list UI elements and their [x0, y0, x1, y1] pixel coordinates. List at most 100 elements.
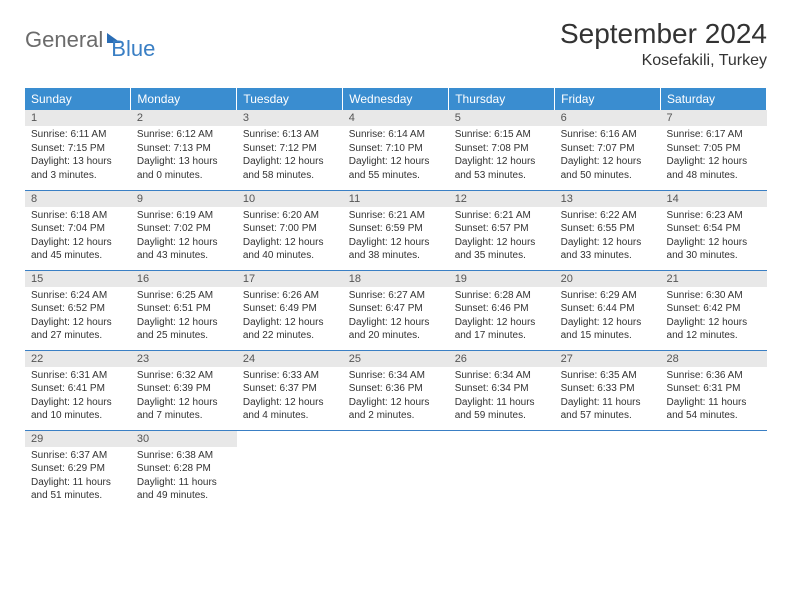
day-details: Sunrise: 6:36 AMSunset: 6:31 PMDaylight:…	[667, 369, 761, 423]
detail-line: Sunset: 6:29 PM	[31, 462, 125, 476]
detail-line: Sunset: 6:52 PM	[31, 302, 125, 316]
calendar-cell	[555, 430, 661, 510]
detail-line: and 12 minutes.	[667, 329, 761, 343]
detail-line: and 33 minutes.	[561, 249, 655, 263]
detail-line: Sunrise: 6:34 AM	[455, 369, 549, 383]
detail-line: Daylight: 12 hours	[243, 396, 337, 410]
calendar-row: 22Sunrise: 6:31 AMSunset: 6:41 PMDayligh…	[25, 350, 767, 430]
detail-line: Sunrise: 6:33 AM	[243, 369, 337, 383]
detail-line: Daylight: 12 hours	[137, 236, 231, 250]
brand-part2: Blue	[111, 36, 155, 62]
day-details: Sunrise: 6:30 AMSunset: 6:42 PMDaylight:…	[667, 289, 761, 343]
day-details: Sunrise: 6:35 AMSunset: 6:33 PMDaylight:…	[561, 369, 655, 423]
detail-line: and 54 minutes.	[667, 409, 761, 423]
detail-line: Daylight: 12 hours	[667, 236, 761, 250]
detail-line: and 30 minutes.	[667, 249, 761, 263]
day-details: Sunrise: 6:14 AMSunset: 7:10 PMDaylight:…	[349, 128, 443, 182]
detail-line: Sunset: 6:57 PM	[455, 222, 549, 236]
detail-line: Sunrise: 6:31 AM	[31, 369, 125, 383]
detail-line: Daylight: 12 hours	[349, 155, 443, 169]
detail-line: Daylight: 12 hours	[455, 155, 549, 169]
calendar-row: 8 Sunrise: 6:18 AMSunset: 7:04 PMDaylight…	[25, 190, 767, 270]
detail-line: Daylight: 12 hours	[243, 236, 337, 250]
detail-line: Daylight: 12 hours	[349, 236, 443, 250]
detail-line: Sunrise: 6:32 AM	[137, 369, 231, 383]
day-details: Sunrise: 6:12 AMSunset: 7:13 PMDaylight:…	[137, 128, 231, 182]
detail-line: Daylight: 12 hours	[137, 396, 231, 410]
detail-line: Sunrise: 6:18 AM	[31, 209, 125, 223]
detail-line: Sunset: 7:05 PM	[667, 142, 761, 156]
detail-line: and 53 minutes.	[455, 169, 549, 183]
detail-line: Sunset: 7:12 PM	[243, 142, 337, 156]
detail-line: and 38 minutes.	[349, 249, 443, 263]
day-number: 9	[131, 191, 237, 207]
detail-line: Daylight: 11 hours	[137, 476, 231, 490]
day-number: 25	[343, 351, 449, 367]
calendar-cell	[237, 430, 343, 510]
detail-line: and 10 minutes.	[31, 409, 125, 423]
day-number: 28	[661, 351, 767, 367]
calendar-row: 29 Sunrise: 6:37 AMSunset: 6:29 PMDayligh…	[25, 430, 767, 510]
detail-line: Daylight: 12 hours	[667, 155, 761, 169]
brand-logo: General Blue	[25, 18, 155, 62]
day-number: 7	[661, 110, 767, 126]
calendar-cell: 18Sunrise: 6:27 AMSunset: 6:47 PMDayligh…	[343, 270, 449, 350]
calendar-cell: 1Sunrise: 6:11 AMSunset: 7:15 PMDaylight…	[25, 110, 131, 190]
title-block: September 2024 Kosefakili, Turkey	[560, 18, 767, 70]
detail-line: Sunrise: 6:22 AM	[561, 209, 655, 223]
detail-line: Sunset: 7:07 PM	[561, 142, 655, 156]
calendar-cell: 23Sunrise: 6:32 AMSunset: 6:39 PMDayligh…	[131, 350, 237, 430]
weekday-header: Monday	[131, 88, 237, 110]
calendar-cell: 2Sunrise: 6:12 AMSunset: 7:13 PMDaylight…	[131, 110, 237, 190]
detail-line: Sunrise: 6:15 AM	[455, 128, 549, 142]
detail-line: and 43 minutes.	[137, 249, 231, 263]
calendar-cell: 4 Sunrise: 6:14 AMSunset: 7:10 PMDaylight…	[343, 110, 449, 190]
detail-line: Sunrise: 6:25 AM	[137, 289, 231, 303]
day-number: 26	[449, 351, 555, 367]
header: General Blue September 2024 Kosefakili, …	[25, 18, 767, 70]
detail-line: Sunset: 6:47 PM	[349, 302, 443, 316]
calendar-cell: 8 Sunrise: 6:18 AMSunset: 7:04 PMDaylight…	[25, 190, 131, 270]
day-details: Sunrise: 6:18 AMSunset: 7:04 PMDaylight:…	[31, 209, 125, 263]
day-details: Sunrise: 6:33 AMSunset: 6:37 PMDaylight:…	[243, 369, 337, 423]
day-details: Sunrise: 6:34 AMSunset: 6:34 PMDaylight:…	[455, 369, 549, 423]
detail-line: Sunset: 6:49 PM	[243, 302, 337, 316]
day-number: 13	[555, 191, 661, 207]
detail-line: Sunrise: 6:30 AM	[667, 289, 761, 303]
day-number: 5	[449, 110, 555, 126]
calendar-cell: 7Sunrise: 6:17 AMSunset: 7:05 PMDaylight…	[661, 110, 767, 190]
detail-line: Daylight: 12 hours	[667, 316, 761, 330]
detail-line: Sunrise: 6:16 AM	[561, 128, 655, 142]
day-number: 4	[343, 110, 449, 126]
detail-line: and 17 minutes.	[455, 329, 549, 343]
weekday-row: SundayMondayTuesdayWednesdayThursdayFrid…	[25, 88, 767, 110]
detail-line: and 40 minutes.	[243, 249, 337, 263]
detail-line: and 22 minutes.	[243, 329, 337, 343]
detail-line: Sunrise: 6:27 AM	[349, 289, 443, 303]
day-details: Sunrise: 6:37 AMSunset: 6:29 PMDaylight:…	[31, 449, 125, 503]
detail-line: Daylight: 12 hours	[137, 316, 231, 330]
day-number: 8	[25, 191, 131, 207]
calendar-cell: 26 Sunrise: 6:34 AMSunset: 6:34 PMDayligh…	[449, 350, 555, 430]
detail-line: and 0 minutes.	[137, 169, 231, 183]
detail-line: Sunrise: 6:29 AM	[561, 289, 655, 303]
calendar-body: 1Sunrise: 6:11 AMSunset: 7:15 PMDaylight…	[25, 110, 767, 510]
day-details: Sunrise: 6:11 AMSunset: 7:15 PMDaylight:…	[31, 128, 125, 182]
day-number: 18	[343, 271, 449, 287]
detail-line: Daylight: 13 hours	[137, 155, 231, 169]
day-details: Sunrise: 6:28 AMSunset: 6:46 PMDaylight:…	[455, 289, 549, 343]
detail-line: and 57 minutes.	[561, 409, 655, 423]
day-details: Sunrise: 6:20 AMSunset: 7:00 PMDaylight:…	[243, 209, 337, 263]
day-number: 16	[131, 271, 237, 287]
detail-line: and 25 minutes.	[137, 329, 231, 343]
calendar-cell: 22Sunrise: 6:31 AMSunset: 6:41 PMDayligh…	[25, 350, 131, 430]
calendar-cell: 15Sunrise: 6:24 AMSunset: 6:52 PMDayligh…	[25, 270, 131, 350]
day-number: 17	[237, 271, 343, 287]
calendar-cell: 10Sunrise: 6:20 AMSunset: 7:00 PMDayligh…	[237, 190, 343, 270]
day-details: Sunrise: 6:38 AMSunset: 6:28 PMDaylight:…	[137, 449, 231, 503]
day-number: 29	[25, 431, 131, 447]
day-number: 19	[449, 271, 555, 287]
detail-line: Daylight: 12 hours	[349, 396, 443, 410]
day-number: 14	[661, 191, 767, 207]
detail-line: and 51 minutes.	[31, 489, 125, 503]
